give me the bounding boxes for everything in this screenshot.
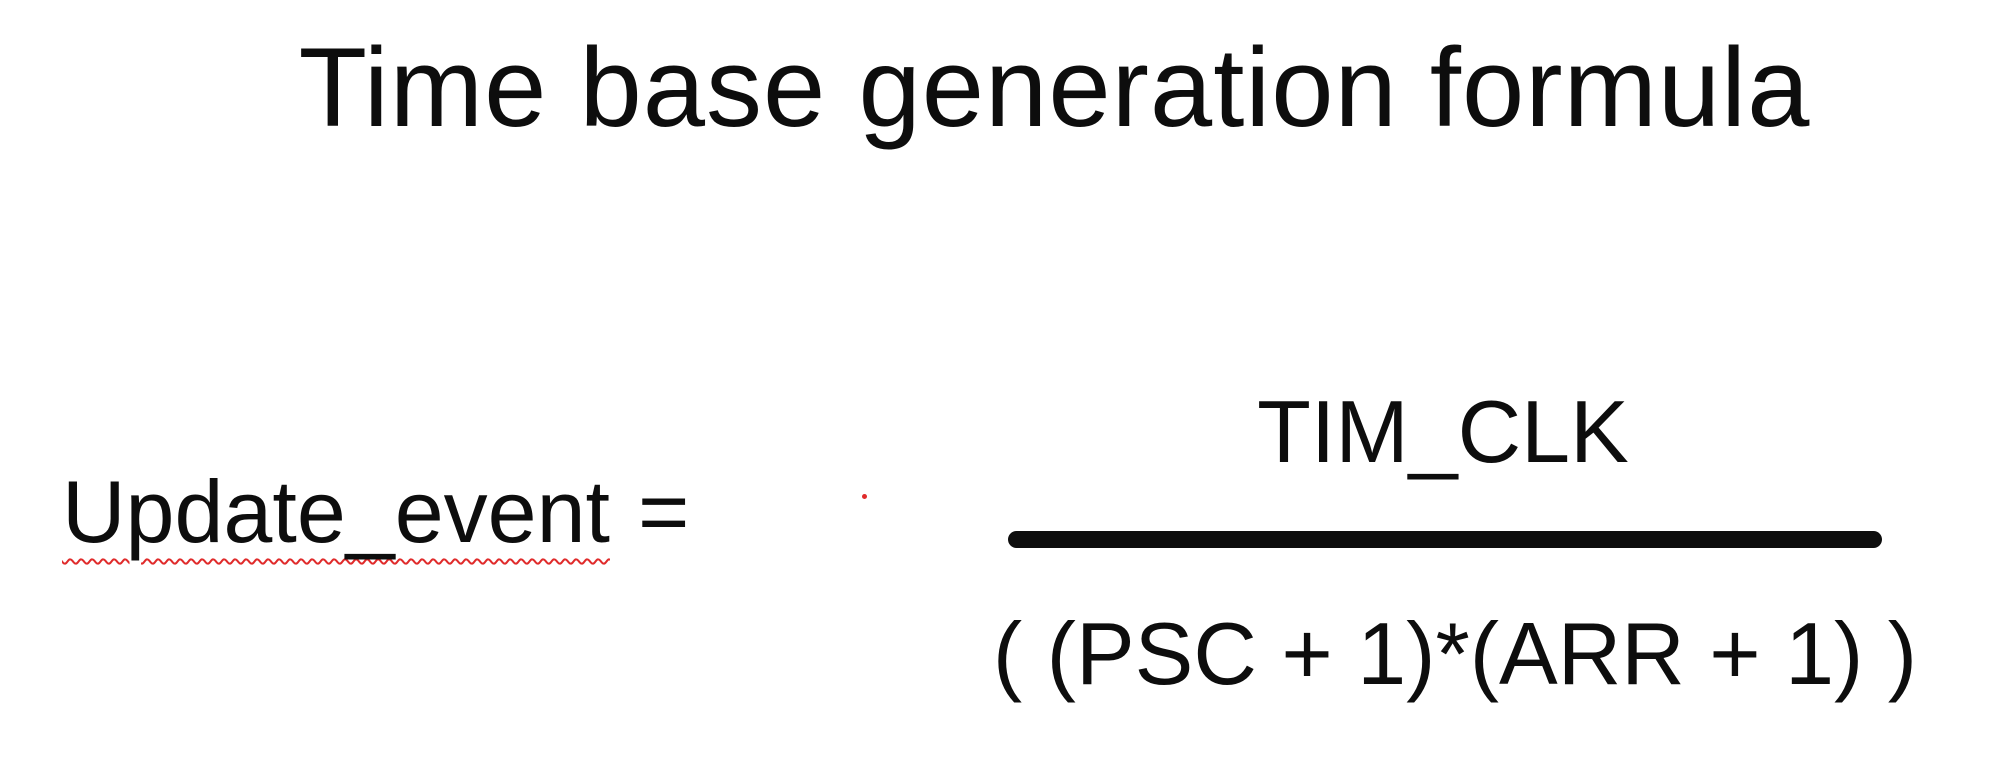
cursor-dot bbox=[862, 494, 867, 499]
slide-title: Time base generation formula bbox=[298, 25, 1811, 150]
fraction-denominator: ( (PSC + 1)*(ARR + 1) ) bbox=[992, 604, 1918, 703]
update-event-variable: Update_event bbox=[62, 462, 610, 561]
equals-sign: = bbox=[637, 462, 690, 561]
fraction-bar bbox=[1008, 531, 1882, 548]
formula-lhs: Update_event = bbox=[62, 462, 689, 562]
fraction-numerator: TIM_CLK bbox=[1257, 382, 1629, 481]
